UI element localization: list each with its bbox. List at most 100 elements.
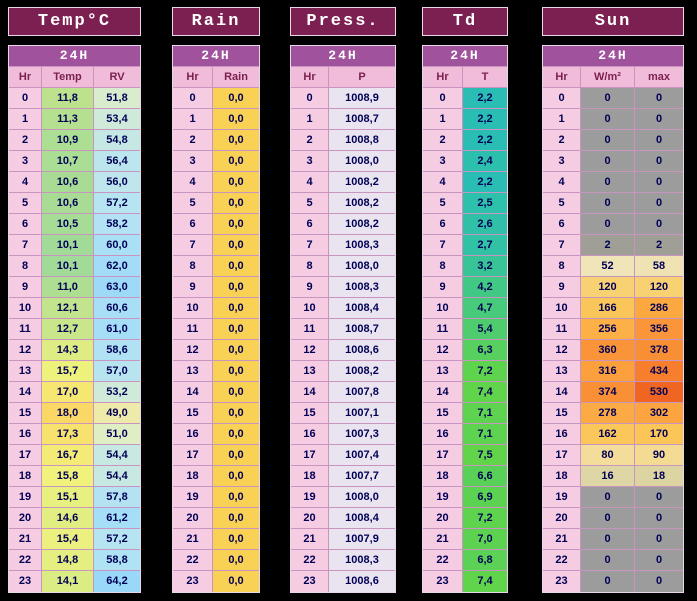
press-row-12: 12 1008,6 xyxy=(291,340,395,361)
press-row-8: 8 1008,0 xyxy=(291,256,395,277)
value-cell: 54,4 xyxy=(94,466,140,487)
sun-column-header-hr: Hr xyxy=(543,67,581,88)
hour-cell: 10 xyxy=(173,298,213,319)
td-row-23: 23 7,4 xyxy=(423,571,507,592)
hour-cell: 17 xyxy=(173,445,213,466)
td-row-17: 17 7,5 xyxy=(423,445,507,466)
sun-row-19: 19 0 0 xyxy=(543,487,683,508)
press-row-23: 23 1008,6 xyxy=(291,571,395,592)
value-cell: 10,9 xyxy=(42,130,94,151)
hour-cell: 8 xyxy=(423,256,463,277)
press-column-header-p: P xyxy=(329,67,395,88)
hour-cell: 18 xyxy=(423,466,463,487)
hour-cell: 3 xyxy=(9,151,42,172)
hour-cell: 13 xyxy=(543,361,581,382)
hour-cell: 23 xyxy=(173,571,213,592)
hour-cell: 5 xyxy=(423,193,463,214)
value-cell: 0 xyxy=(581,172,635,193)
value-cell: 434 xyxy=(635,361,683,382)
hour-cell: 15 xyxy=(291,403,329,424)
hour-cell: 6 xyxy=(423,214,463,235)
value-cell: 0 xyxy=(635,571,683,592)
temp-row-17: 17 16,7 54,4 xyxy=(9,445,140,466)
hour-cell: 9 xyxy=(9,277,42,298)
value-cell: 1008,8 xyxy=(329,130,395,151)
sun-row-17: 17 80 90 xyxy=(543,445,683,466)
value-cell: 58,6 xyxy=(94,340,140,361)
rain-row-9: 9 0,0 xyxy=(173,277,259,298)
hour-cell: 23 xyxy=(543,571,581,592)
temp-row-22: 22 14,8 58,8 xyxy=(9,550,140,571)
hour-cell: 9 xyxy=(543,277,581,298)
value-cell: 1007,4 xyxy=(329,445,395,466)
hour-cell: 21 xyxy=(9,529,42,550)
hour-cell: 13 xyxy=(9,361,42,382)
value-cell: 2 xyxy=(635,235,683,256)
value-cell: 1007,3 xyxy=(329,424,395,445)
rain-row-7: 7 0,0 xyxy=(173,235,259,256)
td-row-1: 1 2,2 xyxy=(423,109,507,130)
sun-row-22: 22 0 0 xyxy=(543,550,683,571)
rain-row-2: 2 0,0 xyxy=(173,130,259,151)
value-cell: 0 xyxy=(635,109,683,130)
press-row-9: 9 1008,3 xyxy=(291,277,395,298)
value-cell: 11,8 xyxy=(42,88,94,109)
hour-cell: 1 xyxy=(173,109,213,130)
hour-cell: 18 xyxy=(173,466,213,487)
hour-cell: 17 xyxy=(543,445,581,466)
press-table: 24H Hr P 0 1008,9 1 1008,7 2 1008,8 3 1008,0 4 1008,… xyxy=(290,45,396,593)
hour-cell: 15 xyxy=(173,403,213,424)
value-cell: 162 xyxy=(581,424,635,445)
rain-row-14: 14 0,0 xyxy=(173,382,259,403)
temp-row-13: 13 15,7 57,0 xyxy=(9,361,140,382)
value-cell: 53,4 xyxy=(94,109,140,130)
value-cell: 52 xyxy=(581,256,635,277)
hour-cell: 9 xyxy=(423,277,463,298)
rain-table: 24H Hr Rain 0 0,0 1 0,0 2 0,0 3 0,0 4 0,0 5 0,0 6 0,0 7 0,… xyxy=(172,45,260,593)
hour-cell: 14 xyxy=(543,382,581,403)
value-cell: 15,1 xyxy=(42,487,94,508)
value-cell: 2,2 xyxy=(463,130,507,151)
rain-row-10: 10 0,0 xyxy=(173,298,259,319)
value-cell: 0,0 xyxy=(213,109,259,130)
value-cell: 80 xyxy=(581,445,635,466)
hour-cell: 4 xyxy=(9,172,42,193)
rain-row-19: 19 0,0 xyxy=(173,487,259,508)
value-cell: 1008,2 xyxy=(329,361,395,382)
td-period-label: 24H xyxy=(423,46,507,67)
td-header-row: Hr T xyxy=(423,67,507,88)
hour-cell: 4 xyxy=(543,172,581,193)
value-cell: 0 xyxy=(635,487,683,508)
value-cell: 1008,3 xyxy=(329,550,395,571)
hour-cell: 15 xyxy=(423,403,463,424)
value-cell: 0,0 xyxy=(213,151,259,172)
value-cell: 0 xyxy=(581,109,635,130)
hour-cell: 10 xyxy=(9,298,42,319)
value-cell: 51,0 xyxy=(94,424,140,445)
hour-cell: 1 xyxy=(423,109,463,130)
td-column-header-t: T xyxy=(463,67,507,88)
value-cell: 0,0 xyxy=(213,382,259,403)
value-cell: 170 xyxy=(635,424,683,445)
hour-cell: 21 xyxy=(173,529,213,550)
value-cell: 166 xyxy=(581,298,635,319)
hour-cell: 10 xyxy=(543,298,581,319)
value-cell: 15,7 xyxy=(42,361,94,382)
value-cell: 7,0 xyxy=(463,529,507,550)
hour-cell: 20 xyxy=(9,508,42,529)
rain-row-17: 17 0,0 xyxy=(173,445,259,466)
hour-cell: 2 xyxy=(173,130,213,151)
hour-cell: 18 xyxy=(9,466,42,487)
sun-period-label: 24H xyxy=(543,46,683,67)
value-cell: 316 xyxy=(581,361,635,382)
sun-row-20: 20 0 0 xyxy=(543,508,683,529)
hour-cell: 17 xyxy=(291,445,329,466)
value-cell: 0,0 xyxy=(213,256,259,277)
temp-row-1: 1 11,3 53,4 xyxy=(9,109,140,130)
value-cell: 58,2 xyxy=(94,214,140,235)
rain-row-4: 4 0,0 xyxy=(173,172,259,193)
value-cell: 0,0 xyxy=(213,319,259,340)
